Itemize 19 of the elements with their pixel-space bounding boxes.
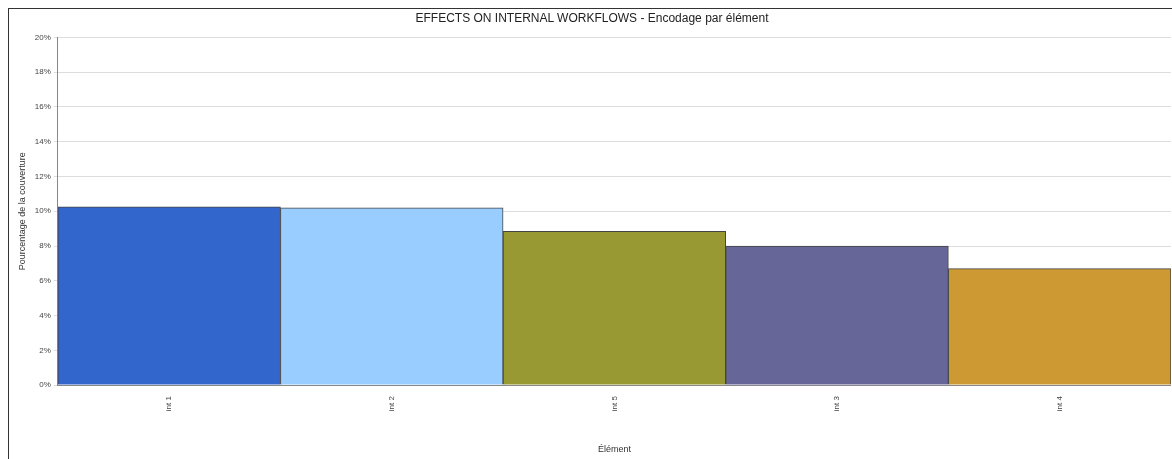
y-tick-label: 2%: [39, 345, 51, 355]
x-tick-label: int 1: [164, 395, 174, 412]
y-tick-label: 20%: [34, 32, 51, 42]
y-tick-label: 12%: [34, 171, 51, 181]
x-tick-label: int 4: [1054, 395, 1064, 412]
x-tick-label: int 3: [832, 395, 842, 412]
y-tick-label: 18%: [34, 67, 51, 77]
y-tick-label: 14%: [34, 136, 51, 146]
chart-title: EFFECTS ON INTERNAL WORKFLOWS - Encodage par élément: [415, 10, 770, 25]
y-tick-label: 0%: [39, 380, 51, 390]
y-tick-label: 10%: [34, 206, 51, 216]
y-axis-title: Pourcentage de la couverture: [16, 152, 27, 271]
y-tick-label: 4%: [39, 310, 51, 320]
y-tick-label: 16%: [34, 102, 51, 112]
y-tick-label: 8%: [39, 241, 51, 251]
x-tick-label: int 5: [609, 395, 619, 412]
y-tick-label: 6%: [39, 275, 51, 285]
x-axis-title: Élément: [597, 444, 632, 455]
x-tick-label: int 2: [386, 395, 396, 412]
